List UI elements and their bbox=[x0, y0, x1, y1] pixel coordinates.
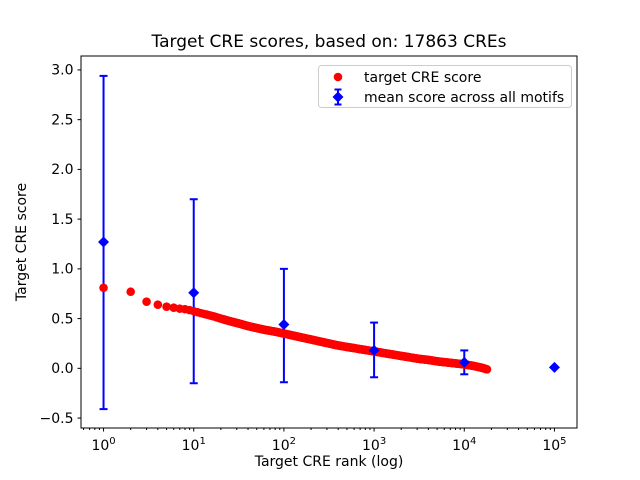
y-tick-label: 1.5 bbox=[51, 212, 73, 228]
x-axis-label: Target CRE rank (log) bbox=[254, 454, 404, 470]
x-tick-label: 103 bbox=[362, 436, 386, 454]
legend-label-0: target CRE score bbox=[364, 70, 481, 86]
y-tick-label: −0.5 bbox=[40, 411, 74, 427]
chart-title: Target CRE scores, based on: 17863 CREs bbox=[151, 32, 507, 52]
mean-score-points bbox=[98, 236, 560, 373]
y-tick-label: 3.0 bbox=[51, 63, 73, 79]
y-axis-label: Target CRE score bbox=[14, 183, 30, 302]
target-score-points bbox=[99, 283, 492, 374]
x-tick-label: 105 bbox=[542, 436, 566, 454]
y-tick-label: 2.5 bbox=[51, 112, 73, 128]
legend-mean-score-icon bbox=[332, 91, 344, 103]
y-tick-label: 0.5 bbox=[51, 311, 73, 327]
x-tick-label: 100 bbox=[91, 436, 115, 454]
legend-target-score-icon bbox=[333, 72, 343, 82]
x-tick-label: 101 bbox=[182, 436, 206, 454]
legend-label-1: mean score across all motifs bbox=[364, 90, 564, 106]
axes-box bbox=[80, 55, 578, 429]
x-tick-label: 102 bbox=[272, 436, 296, 454]
x-major-ticks: 100 101 102 103 104 105 bbox=[91, 428, 567, 454]
y-tick-label: 2.0 bbox=[51, 162, 73, 178]
legend-box bbox=[318, 65, 572, 108]
y-tick-label: 0.0 bbox=[51, 361, 73, 377]
legend: target CRE score mean score across all mo… bbox=[318, 65, 572, 108]
y-axis-ticks: 3.0 2.5 2.0 1.5 1.0 0.5 0.0 −0.5 bbox=[40, 63, 81, 427]
y-tick-label: 1.0 bbox=[51, 262, 73, 278]
x-tick-label: 104 bbox=[452, 436, 476, 454]
